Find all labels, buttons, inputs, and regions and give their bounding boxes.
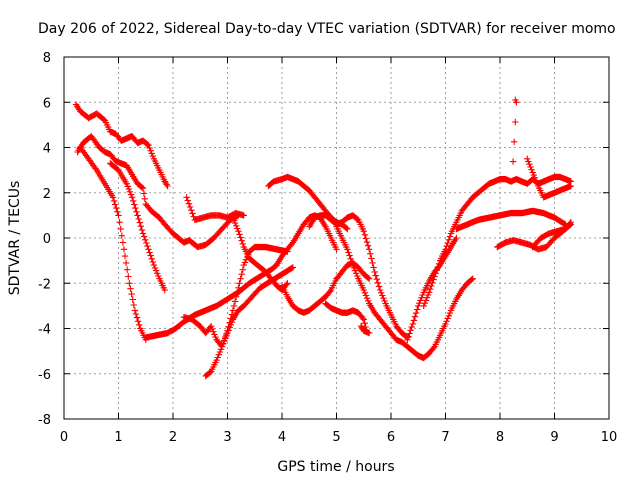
y-tick-label: -2 [38,277,51,292]
y-tick-label: 0 [43,232,51,247]
data-series [357,323,373,337]
x-tick-label: 2 [169,430,177,445]
x-tick-label: 1 [114,430,122,445]
data-series [74,133,193,246]
x-tick-label: 7 [441,430,449,445]
data-series [202,243,291,380]
data-point-markers [180,264,297,350]
data-series [333,223,422,359]
y-tick-label: -8 [38,413,51,428]
data-point-markers [453,207,569,233]
x-tick-label: 8 [496,430,504,445]
data-series [524,155,574,201]
data-point-markers [306,212,411,341]
x-tick-label: 0 [60,430,68,445]
data-point-markers [415,275,476,362]
data-series [322,300,370,334]
data-series [77,144,149,343]
data-series [306,212,411,341]
data-point-markers [480,173,574,192]
x-tick-label: 10 [601,430,618,445]
data-point-markers [202,243,291,380]
data-points [72,96,574,380]
x-tick-label: 9 [550,430,558,445]
grid-lines [64,57,609,419]
data-point-markers [74,133,193,246]
x-axis-label: GPS time / hours [277,459,394,475]
data-point-markers [72,101,171,190]
data-point-markers [524,155,574,201]
data-series [278,275,340,316]
data-series [404,234,460,343]
data-series [420,185,487,310]
data-point-markers [183,194,247,224]
y-tick-label: 6 [43,96,51,111]
y-tick-label: 4 [43,142,51,157]
data-series [480,173,574,192]
x-tick-label: 3 [223,430,231,445]
y-tick-label: 8 [43,51,51,66]
data-point-markers [278,275,340,316]
data-series [415,275,476,362]
y-tick-label: 2 [43,187,51,202]
data-point-markers [404,234,460,343]
data-point-markers [529,219,574,251]
data-series [453,207,569,233]
x-tick-label: 4 [278,430,286,445]
data-series [72,101,171,190]
y-tick-label: -6 [38,368,51,383]
x-tick-label: 6 [387,430,395,445]
plot-frame [63,56,610,420]
data-series [529,219,574,251]
data-point-markers [508,96,520,185]
x-tick-label: 5 [332,430,340,445]
data-point-markers [357,323,373,337]
data-point-markers [107,160,168,294]
data-point-markers [322,300,370,334]
data-series [180,264,297,350]
y-tick-label: -4 [38,323,51,338]
chart-title: Day 206 of 2022, Sidereal Day-to-day VTE… [38,21,616,37]
data-point-markers [77,144,149,343]
y-axis-label: SDTVAR / TECUs [7,181,23,296]
data-point-markers [420,185,487,310]
data-point-markers [333,223,422,359]
data-series [107,160,168,294]
data-series [183,194,247,224]
data-series [508,96,520,185]
